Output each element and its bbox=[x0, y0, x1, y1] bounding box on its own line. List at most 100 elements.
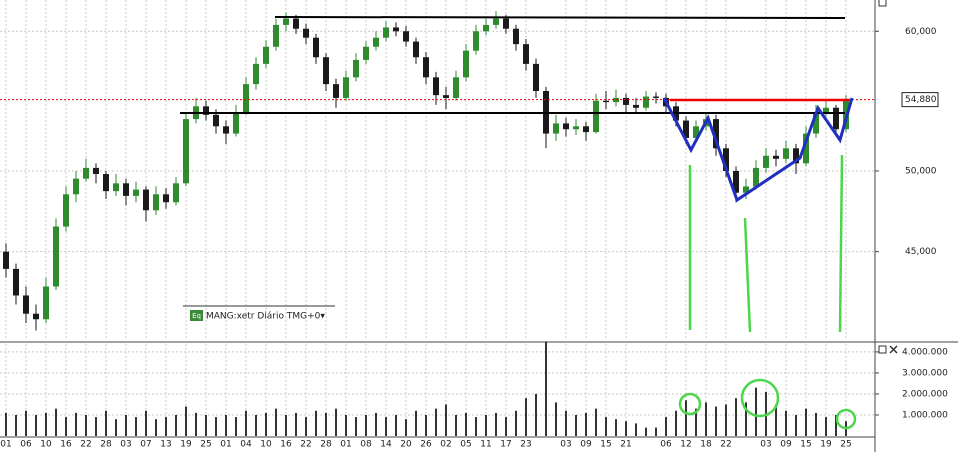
close-button[interactable] bbox=[889, 345, 898, 354]
candle-body bbox=[133, 189, 139, 196]
volume-bar bbox=[115, 419, 117, 436]
volume-bar bbox=[325, 412, 327, 436]
candle-body bbox=[63, 194, 69, 227]
candle-body bbox=[473, 31, 479, 51]
volume-bar bbox=[295, 412, 297, 436]
candle-body bbox=[743, 186, 749, 193]
volume-bar bbox=[685, 400, 687, 436]
candle-body bbox=[213, 114, 219, 127]
volume-bar bbox=[455, 414, 457, 436]
x-tick-label: 02 bbox=[440, 440, 451, 450]
volume-bar bbox=[585, 412, 587, 436]
y-tick-label: 1.000.000 bbox=[902, 410, 948, 420]
candle-body bbox=[163, 194, 169, 203]
x-tick-label: 26 bbox=[420, 440, 432, 450]
candle-body bbox=[73, 178, 79, 195]
candle-body bbox=[623, 97, 629, 105]
maximize-button[interactable] bbox=[878, 345, 887, 354]
x-tick-label: 03 bbox=[760, 440, 771, 450]
volume-bar bbox=[505, 417, 507, 436]
legend[interactable]: Eq MANG:xetr Diário TMG+0▾ bbox=[183, 305, 335, 322]
x-tick-label: 25 bbox=[840, 440, 851, 450]
candle-body bbox=[823, 107, 829, 112]
candle-body bbox=[143, 189, 149, 211]
maximize-button[interactable] bbox=[878, 0, 887, 7]
volume-bar bbox=[515, 410, 517, 436]
volume-bar bbox=[395, 414, 397, 436]
volume-bar bbox=[815, 412, 817, 436]
y-tick-label: 45,000 bbox=[905, 247, 937, 257]
volume-bar bbox=[225, 414, 227, 436]
x-tick-label: 12 bbox=[680, 440, 691, 450]
candle-body bbox=[273, 24, 279, 47]
candle-body bbox=[13, 268, 19, 296]
x-tick-label: 10 bbox=[260, 440, 272, 450]
volume-bar bbox=[635, 423, 637, 436]
volume-bar bbox=[5, 412, 7, 436]
volume-bar bbox=[285, 414, 287, 436]
volume-bar bbox=[545, 341, 547, 436]
x-tick-label: 10 bbox=[40, 440, 52, 450]
x-tick-label: 03 bbox=[120, 440, 131, 450]
candle-body bbox=[723, 148, 729, 171]
candle-body bbox=[633, 104, 639, 108]
volume-bar bbox=[615, 419, 617, 436]
x-tick-label: 15 bbox=[600, 440, 611, 450]
x-tick-label: 03 bbox=[560, 440, 571, 450]
candle-body bbox=[433, 77, 439, 96]
volume-bar bbox=[145, 410, 147, 436]
candle-body bbox=[313, 37, 319, 58]
green-circle bbox=[835, 408, 857, 430]
x-tick-label: 16 bbox=[60, 440, 72, 450]
x-tick-label: 06 bbox=[660, 440, 672, 450]
y-tick-label: 4.000.000 bbox=[902, 347, 948, 357]
green-circle bbox=[678, 392, 702, 416]
candle-body bbox=[113, 183, 119, 192]
volume-bar bbox=[255, 414, 257, 436]
volume-bar bbox=[155, 419, 157, 436]
candle-body bbox=[173, 183, 179, 203]
x-tick-label: 16 bbox=[280, 440, 292, 450]
panel-buttons[interactable] bbox=[878, 0, 898, 354]
volume-bar bbox=[215, 417, 217, 436]
candle-body bbox=[783, 148, 789, 159]
candle-body bbox=[513, 28, 519, 45]
candle-body bbox=[323, 57, 329, 85]
resistance-line bbox=[274, 16, 846, 19]
volume-bar bbox=[565, 410, 567, 436]
y-tick-label: 2.000.000 bbox=[902, 389, 948, 399]
candle-body bbox=[33, 313, 39, 320]
green-marker bbox=[743, 217, 752, 333]
volume-bar bbox=[45, 412, 47, 436]
volume-bar bbox=[465, 412, 467, 436]
x-tick-label: 25 bbox=[200, 440, 211, 450]
volume-bar bbox=[645, 427, 647, 436]
candle-body bbox=[813, 111, 819, 134]
x-tick-label: 19 bbox=[180, 440, 192, 450]
candle-body bbox=[303, 28, 309, 38]
candle-body bbox=[573, 126, 579, 130]
x-tick-label: 22 bbox=[720, 440, 731, 450]
x-tick-label: 13 bbox=[160, 440, 171, 450]
volume-bar bbox=[185, 406, 187, 436]
candle-body bbox=[833, 107, 839, 130]
candle-body bbox=[393, 27, 399, 32]
volume-bar bbox=[415, 410, 417, 436]
volume-bar bbox=[265, 412, 267, 436]
candle-body bbox=[353, 59, 359, 78]
x-tick-label: 04 bbox=[240, 440, 252, 450]
candle-body bbox=[243, 84, 249, 112]
volume-bar bbox=[375, 412, 377, 436]
candle-body bbox=[403, 31, 409, 42]
candle-body bbox=[493, 18, 499, 25]
volume-bar bbox=[405, 419, 407, 436]
volume-bar bbox=[135, 417, 137, 436]
volume-bar bbox=[195, 412, 197, 436]
volume-bar bbox=[55, 408, 57, 436]
volume-bar bbox=[335, 408, 337, 436]
volume-bar bbox=[695, 408, 697, 436]
volume-bar bbox=[705, 402, 707, 436]
volume-bar bbox=[525, 398, 527, 436]
candle-body bbox=[333, 84, 339, 98]
